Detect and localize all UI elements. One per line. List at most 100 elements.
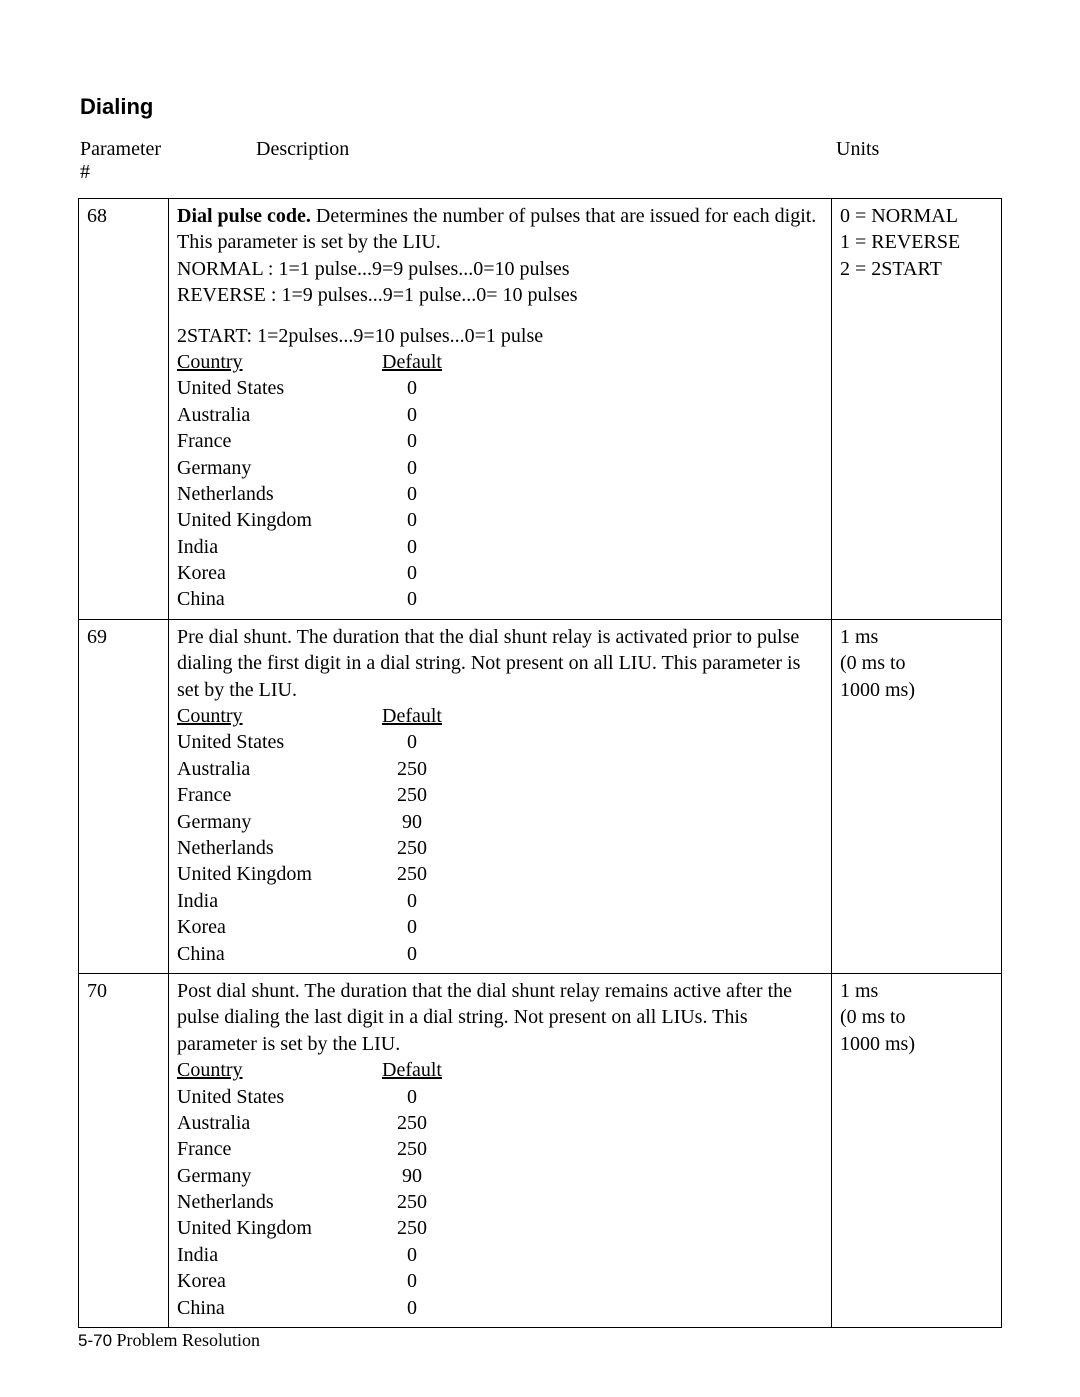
country-name: Netherlands [177, 835, 357, 861]
country-value: 0 [357, 1295, 467, 1321]
country-value: 0 [357, 455, 467, 481]
country-name: United Kingdom [177, 507, 357, 533]
country-name: Korea [177, 560, 357, 586]
desc-lead-rest: Post dial shunt. The duration that the d… [177, 980, 792, 1055]
units-line: 1000 ms) [840, 677, 993, 703]
table-row: 68 Dial pulse code. Determines the numbe… [79, 199, 1002, 620]
description-cell: Post dial shunt. The duration that the d… [169, 973, 832, 1327]
desc-lead: Pre dial shunt. The duration that the di… [177, 624, 823, 703]
country-name: India [177, 1242, 357, 1268]
units-cell: 1 ms (0 ms to 1000 ms) [832, 619, 1002, 973]
country-name: India [177, 888, 357, 914]
country-value: 90 [357, 1163, 467, 1189]
page-number: 5-70 [78, 1331, 112, 1350]
country-value: 250 [357, 1215, 467, 1241]
desc-lead-rest: Pre dial shunt. The duration that the di… [177, 626, 800, 701]
country-name: France [177, 428, 357, 454]
country-list: United States0 Australia0 France0 German… [177, 375, 823, 613]
desc-lead-bold: Dial pulse code. [177, 205, 311, 227]
mode-line: 2START: 1=2pulses...9=10 pulses...0=1 pu… [177, 323, 823, 349]
country-value: 0 [357, 888, 467, 914]
parameter-table: 68 Dial pulse code. Determines the numbe… [78, 198, 1002, 1328]
country-value: 0 [357, 375, 467, 401]
gap [177, 309, 823, 323]
country-name: Germany [177, 809, 357, 835]
country-value: 250 [357, 782, 467, 808]
country-name: China [177, 586, 357, 612]
param-number-cell: 68 [79, 199, 169, 620]
units-line: 1000 ms) [840, 1031, 993, 1057]
units-block: 0 = NORMAL 1 = REVERSE 2 = 2START [840, 203, 993, 282]
country-value: 0 [357, 428, 467, 454]
country-name: Australia [177, 756, 357, 782]
units-cell: 1 ms (0 ms to 1000 ms) [832, 973, 1002, 1327]
header-param: Parameter # [78, 138, 168, 184]
country-name: Korea [177, 914, 357, 940]
country-value: 250 [357, 861, 467, 887]
country-value: 0 [357, 1242, 467, 1268]
units-line: (0 ms to [840, 1004, 993, 1030]
page: Dialing Parameter # Description Units 68… [0, 0, 1080, 1397]
country-value: 250 [357, 1110, 467, 1136]
units-cell: 0 = NORMAL 1 = REVERSE 2 = 2START [832, 199, 1002, 620]
country-value: 0 [357, 1084, 467, 1110]
country-list: United States0 Australia250 France250 Ge… [177, 729, 823, 967]
units-line: 1 ms [840, 978, 993, 1004]
country-value: 90 [357, 809, 467, 835]
country-heading: Country [177, 703, 357, 729]
country-name: Australia [177, 1110, 357, 1136]
country-heading: Country [177, 349, 357, 375]
header-description: Description [168, 138, 832, 184]
country-name: China [177, 941, 357, 967]
country-value: 0 [357, 729, 467, 755]
country-name: Germany [177, 455, 357, 481]
header-units: Units [832, 138, 1002, 184]
country-name: Australia [177, 402, 357, 428]
default-heading: Default [357, 1057, 467, 1083]
table-row: 70 Post dial shunt. The duration that th… [79, 973, 1002, 1327]
units-line: 1 ms [840, 624, 993, 650]
country-default-head: Country Default [177, 703, 823, 729]
param-number-cell: 69 [79, 619, 169, 973]
country-default-head: Country Default [177, 1057, 823, 1083]
country-value: 250 [357, 1136, 467, 1162]
description-cell: Pre dial shunt. The duration that the di… [169, 619, 832, 973]
country-default-head: Country Default [177, 349, 823, 375]
mode-line: REVERSE : 1=9 pulses...9=1 pulse...0= 10… [177, 282, 823, 308]
country-value: 0 [357, 402, 467, 428]
table-row: 69 Pre dial shunt. The duration that the… [79, 619, 1002, 973]
country-value: 0 [357, 941, 467, 967]
country-name: France [177, 1136, 357, 1162]
country-value: 0 [357, 534, 467, 560]
units-line: 0 = NORMAL [840, 203, 993, 229]
country-name: United States [177, 1084, 357, 1110]
mode-line: NORMAL : 1=1 pulse...9=9 pulses...0=10 p… [177, 256, 823, 282]
country-value: 0 [357, 914, 467, 940]
country-value: 0 [357, 560, 467, 586]
country-heading: Country [177, 1057, 357, 1083]
country-value: 250 [357, 835, 467, 861]
default-heading: Default [357, 703, 467, 729]
country-name: Netherlands [177, 1189, 357, 1215]
country-name: China [177, 1295, 357, 1321]
country-name: United Kingdom [177, 861, 357, 887]
country-name: United States [177, 729, 357, 755]
country-name: Netherlands [177, 481, 357, 507]
desc-lead: Post dial shunt. The duration that the d… [177, 978, 823, 1057]
country-name: India [177, 534, 357, 560]
units-block: 1 ms (0 ms to 1000 ms) [840, 624, 993, 703]
country-name: Germany [177, 1163, 357, 1189]
country-name: United States [177, 375, 357, 401]
description-cell: Dial pulse code. Determines the number o… [169, 199, 832, 620]
units-line: 1 = REVERSE [840, 229, 993, 255]
country-list: United States0 Australia250 France250 Ge… [177, 1084, 823, 1322]
country-value: 0 [357, 481, 467, 507]
country-name: Korea [177, 1268, 357, 1294]
country-value: 250 [357, 1189, 467, 1215]
country-name: United Kingdom [177, 1215, 357, 1241]
units-line: 2 = 2START [840, 256, 993, 282]
units-line: (0 ms to [840, 650, 993, 676]
country-value: 0 [357, 1268, 467, 1294]
country-name: France [177, 782, 357, 808]
desc-lead: Dial pulse code. Determines the number o… [177, 203, 823, 256]
